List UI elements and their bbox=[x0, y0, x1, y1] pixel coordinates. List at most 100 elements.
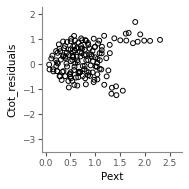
Point bbox=[124, 32, 127, 35]
Point bbox=[61, 70, 64, 74]
Point bbox=[62, 40, 65, 43]
Point bbox=[50, 57, 53, 60]
Point bbox=[83, 67, 86, 70]
Point bbox=[62, 70, 65, 73]
Point bbox=[89, 64, 92, 67]
Point bbox=[74, 62, 77, 65]
X-axis label: Pext: Pext bbox=[101, 172, 123, 182]
Point bbox=[81, 64, 84, 67]
Point bbox=[72, 56, 75, 59]
Point bbox=[87, 59, 90, 62]
Point bbox=[67, 54, 70, 57]
Point bbox=[159, 38, 162, 41]
Point bbox=[56, 61, 59, 64]
Point bbox=[98, 67, 101, 70]
Point bbox=[103, 83, 106, 86]
Point bbox=[56, 62, 59, 65]
Point bbox=[93, 46, 96, 49]
Point bbox=[76, 59, 79, 62]
Point bbox=[79, 44, 82, 47]
Point bbox=[91, 71, 94, 74]
Point bbox=[59, 50, 62, 53]
Point bbox=[103, 34, 106, 37]
Point bbox=[64, 44, 67, 47]
Point bbox=[96, 73, 99, 76]
Point bbox=[69, 73, 72, 76]
Point bbox=[149, 39, 152, 42]
Point bbox=[76, 84, 79, 87]
Point bbox=[105, 57, 108, 60]
Point bbox=[65, 51, 68, 54]
Point bbox=[64, 55, 67, 58]
Point bbox=[72, 45, 75, 48]
Point bbox=[79, 70, 82, 73]
Point bbox=[94, 65, 97, 68]
Point bbox=[119, 39, 122, 42]
Point bbox=[85, 59, 88, 62]
Point bbox=[52, 70, 55, 73]
Point bbox=[71, 79, 74, 82]
Point bbox=[108, 43, 111, 46]
Point bbox=[71, 54, 74, 57]
Point bbox=[92, 81, 95, 84]
Point bbox=[69, 60, 72, 63]
Point bbox=[84, 83, 87, 86]
Point bbox=[81, 39, 84, 42]
Point bbox=[92, 37, 95, 40]
Point bbox=[77, 41, 80, 44]
Point bbox=[84, 39, 88, 42]
Point bbox=[75, 47, 78, 50]
Point bbox=[77, 72, 80, 75]
Point bbox=[58, 75, 61, 78]
Point bbox=[58, 47, 61, 50]
Point bbox=[73, 34, 76, 37]
Y-axis label: Ctot_residuals: Ctot_residuals bbox=[7, 42, 18, 117]
Point bbox=[69, 71, 72, 74]
Point bbox=[78, 50, 81, 53]
Point bbox=[59, 75, 62, 78]
Point bbox=[79, 55, 82, 58]
Point bbox=[48, 68, 51, 71]
Point bbox=[62, 54, 65, 57]
Point bbox=[115, 94, 118, 97]
Point bbox=[96, 61, 99, 64]
Point bbox=[87, 71, 90, 74]
Point bbox=[69, 40, 72, 43]
Point bbox=[56, 51, 59, 54]
Point bbox=[83, 48, 86, 51]
Point bbox=[69, 75, 72, 78]
Point bbox=[70, 37, 73, 40]
Point bbox=[81, 47, 84, 50]
Point bbox=[107, 69, 110, 72]
Point bbox=[88, 53, 91, 56]
Point bbox=[90, 55, 93, 58]
Point bbox=[80, 52, 83, 55]
Point bbox=[98, 59, 101, 62]
Point bbox=[100, 49, 103, 52]
Point bbox=[88, 74, 91, 77]
Point bbox=[136, 40, 139, 43]
Point bbox=[121, 89, 124, 92]
Point bbox=[134, 20, 137, 23]
Point bbox=[75, 55, 78, 58]
Point bbox=[84, 53, 87, 56]
Point bbox=[87, 43, 90, 46]
Point bbox=[74, 39, 77, 42]
Point bbox=[110, 92, 113, 95]
Point bbox=[73, 49, 76, 52]
Point bbox=[61, 55, 64, 58]
Point bbox=[81, 74, 84, 77]
Point bbox=[80, 37, 83, 40]
Point bbox=[93, 78, 96, 81]
Point bbox=[48, 63, 51, 66]
Point bbox=[64, 75, 67, 78]
Point bbox=[85, 70, 88, 73]
Point bbox=[100, 68, 103, 71]
Point bbox=[77, 70, 80, 73]
Point bbox=[78, 71, 81, 74]
Point bbox=[100, 45, 103, 48]
Point bbox=[64, 57, 67, 60]
Point bbox=[74, 76, 77, 79]
Point bbox=[68, 73, 71, 76]
Point bbox=[70, 77, 73, 80]
